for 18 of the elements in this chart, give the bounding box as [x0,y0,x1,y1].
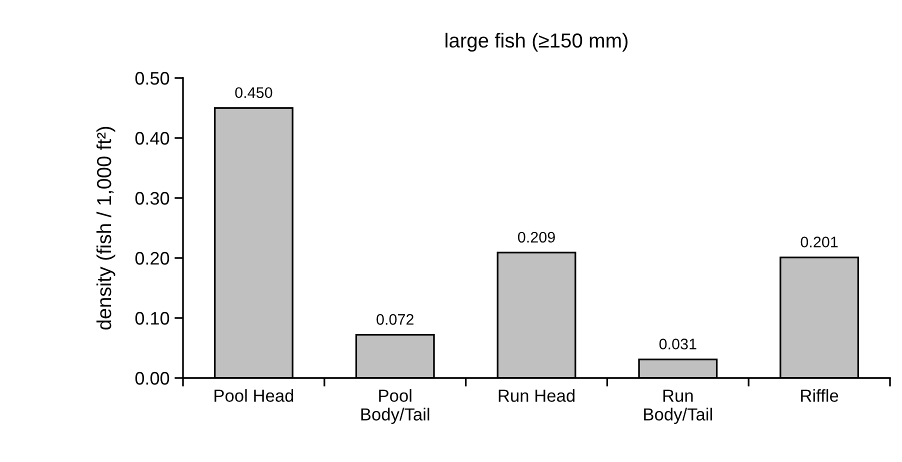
data-label: 0.450 [235,87,272,98]
y-tick-label: 0.50 [135,72,170,85]
x-tick-label: Pool Body/Tail [361,389,430,424]
data-label: 0.201 [800,236,838,248]
data-label: 0.031 [659,338,696,350]
chart-title: large fish (≥150 mm) [446,32,628,52]
y-tick-label: 0.30 [135,192,170,205]
data-label: 0.209 [518,232,555,243]
y-tick-label: 0.40 [135,132,170,145]
y-tick-label: 0.20 [135,252,170,265]
y-tick-label: 0.10 [135,312,170,325]
y-tick-label: 0.00 [135,372,170,385]
x-tick-label: Riffle [801,389,838,402]
x-tick-label: Run Head [498,389,574,402]
data-label: 0.072 [376,314,414,325]
y-axis-title: density (fish / 1,000 ft²) [96,126,116,330]
x-tick-label: Run Body/Tail [644,390,712,424]
x-tick-label: Pool Head [214,389,294,402]
